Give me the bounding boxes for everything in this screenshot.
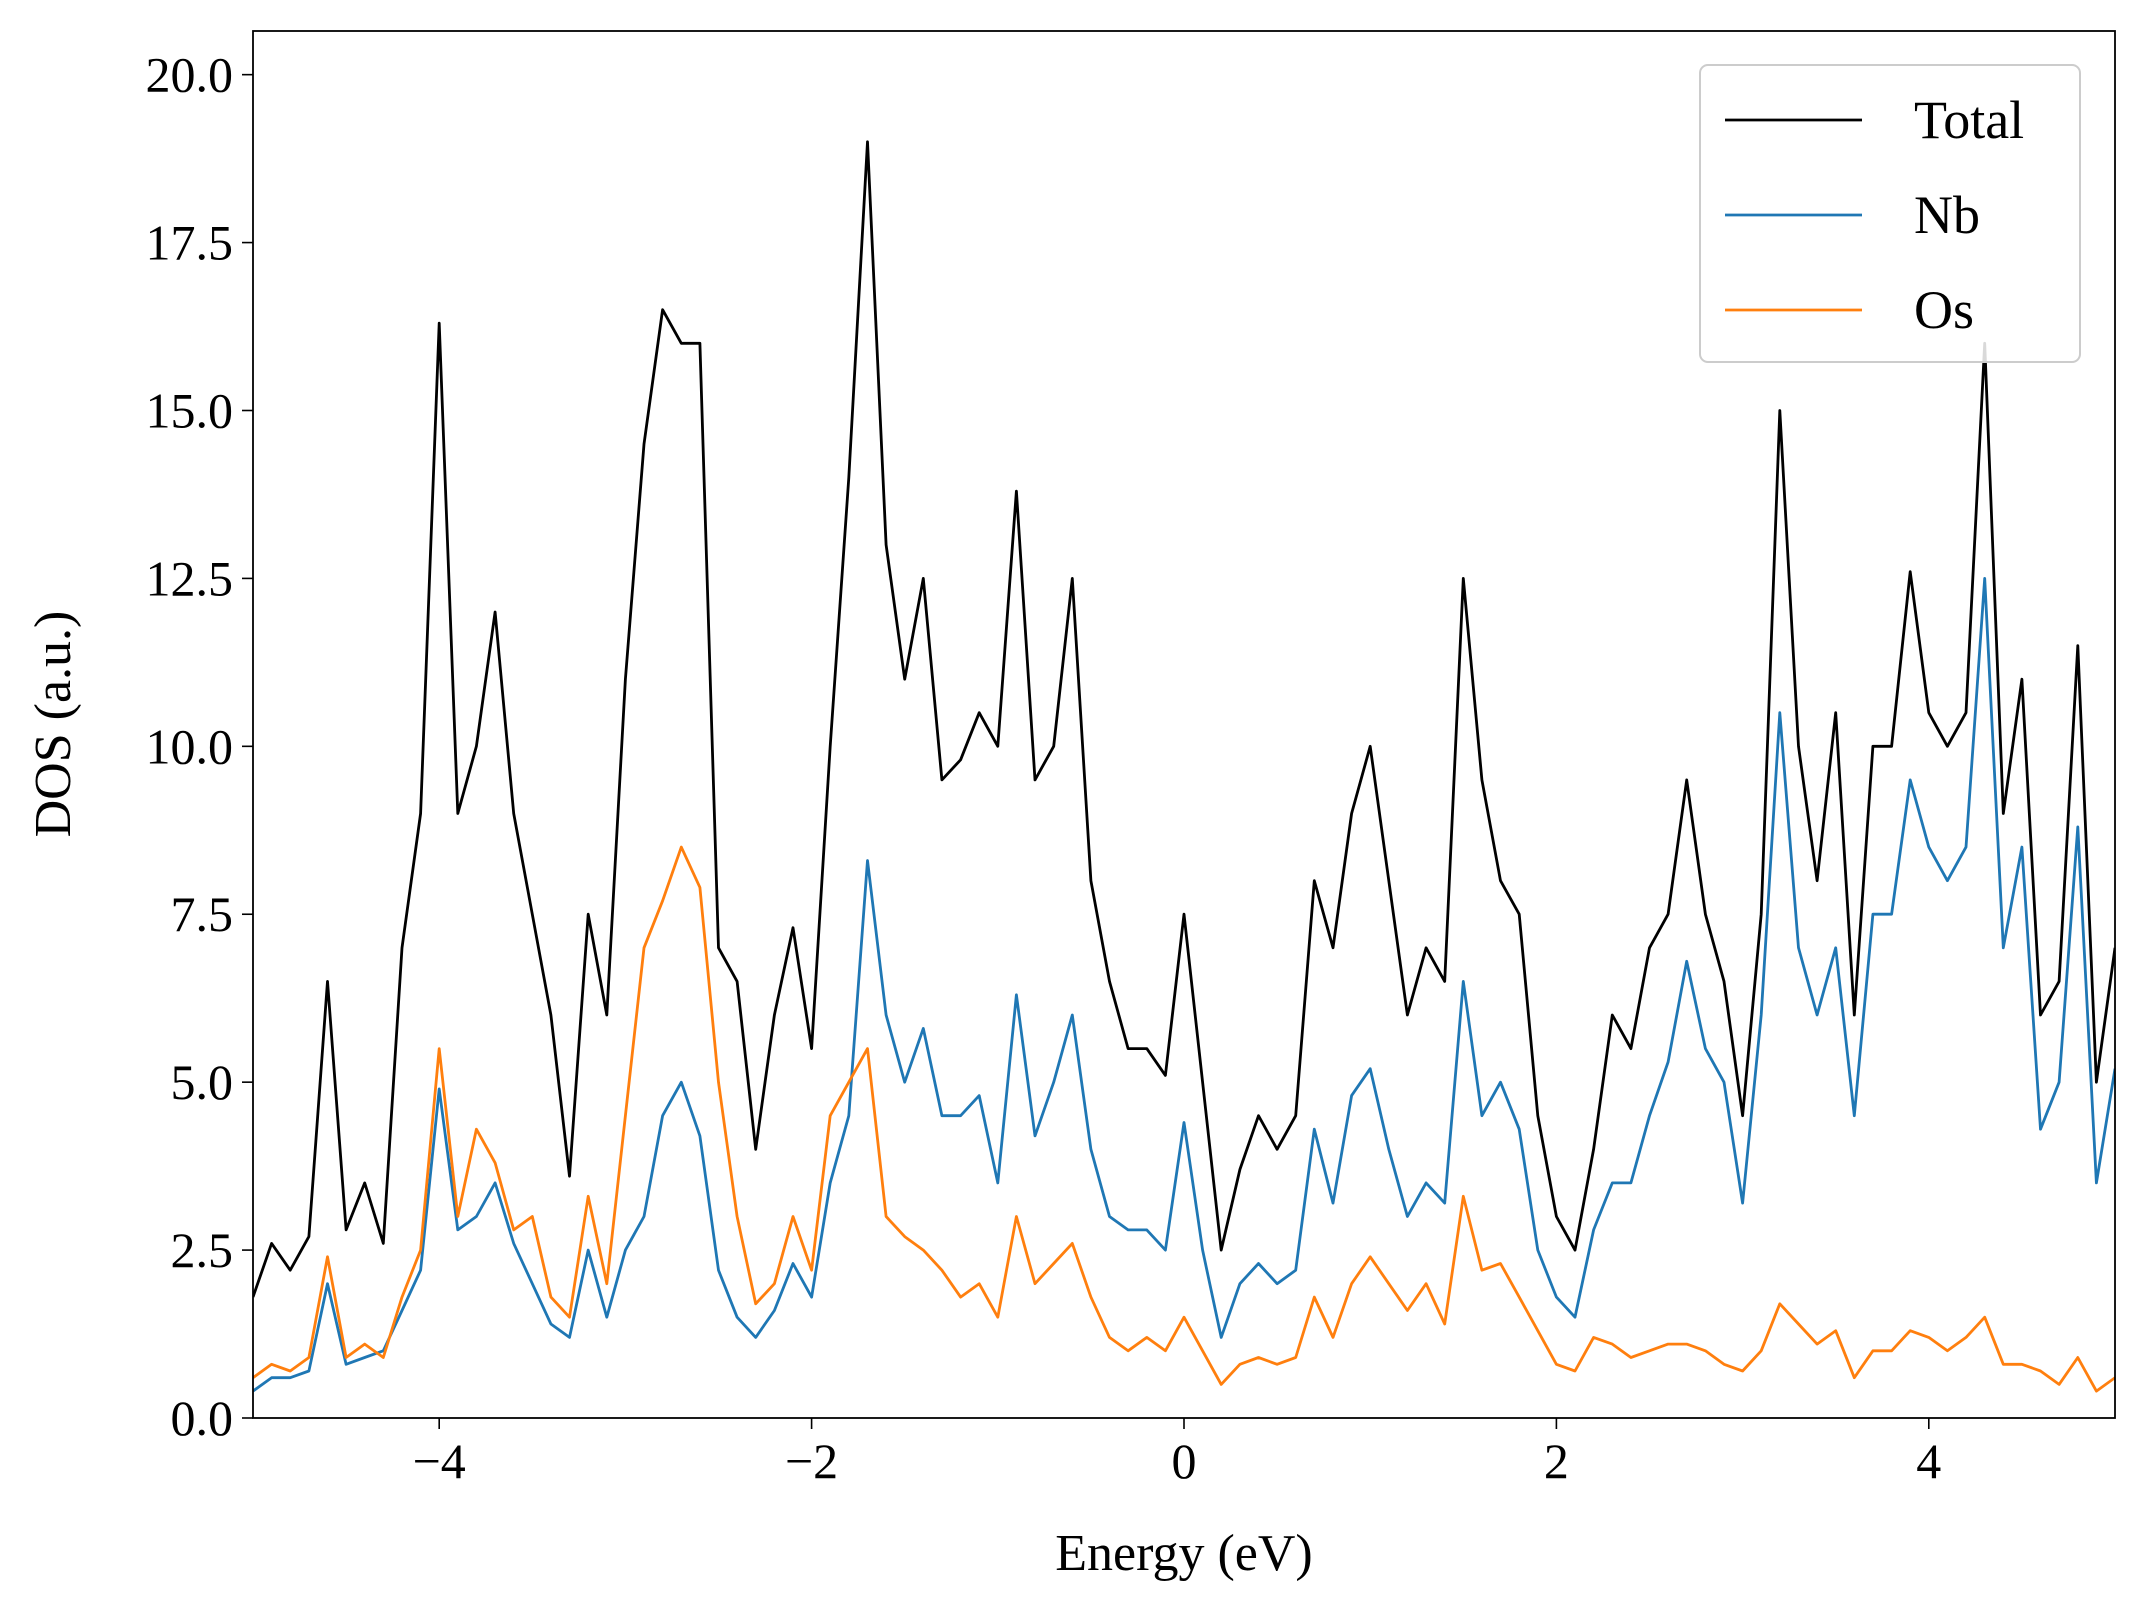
- series-line: [253, 845, 2115, 1393]
- series-line: [253, 140, 2115, 1298]
- y-tick-label: 10.0: [146, 718, 234, 774]
- legend-label: Total: [1914, 90, 2024, 150]
- y-tick-label: 0.0: [171, 1390, 234, 1446]
- y-tick-label: 12.5: [146, 550, 234, 606]
- x-tick-label: −4: [413, 1433, 466, 1489]
- x-tick-label: 0: [1172, 1433, 1197, 1489]
- y-tick-label: 5.0: [171, 1054, 234, 1110]
- y-tick-label: 15.0: [146, 382, 234, 438]
- legend-box: [1699, 64, 2081, 363]
- y-tick-label: 17.5: [146, 215, 234, 271]
- x-tick-label: 4: [1916, 1433, 1941, 1489]
- y-tick-label: 2.5: [171, 1222, 234, 1278]
- series-line: [253, 577, 2115, 1393]
- y-axis-label: DOS (a.u.): [25, 611, 82, 838]
- x-axis-label: Energy (eV): [1055, 1525, 1313, 1582]
- y-tick-label: 7.5: [171, 886, 234, 942]
- x-tick-label: −2: [785, 1433, 838, 1489]
- y-tick-label: 20.0: [146, 47, 234, 103]
- legend-label: Nb: [1914, 185, 1980, 245]
- x-tick-label: 2: [1544, 1433, 1569, 1489]
- plot-frame: [252, 30, 2116, 1419]
- legend-label: Os: [1914, 280, 1974, 340]
